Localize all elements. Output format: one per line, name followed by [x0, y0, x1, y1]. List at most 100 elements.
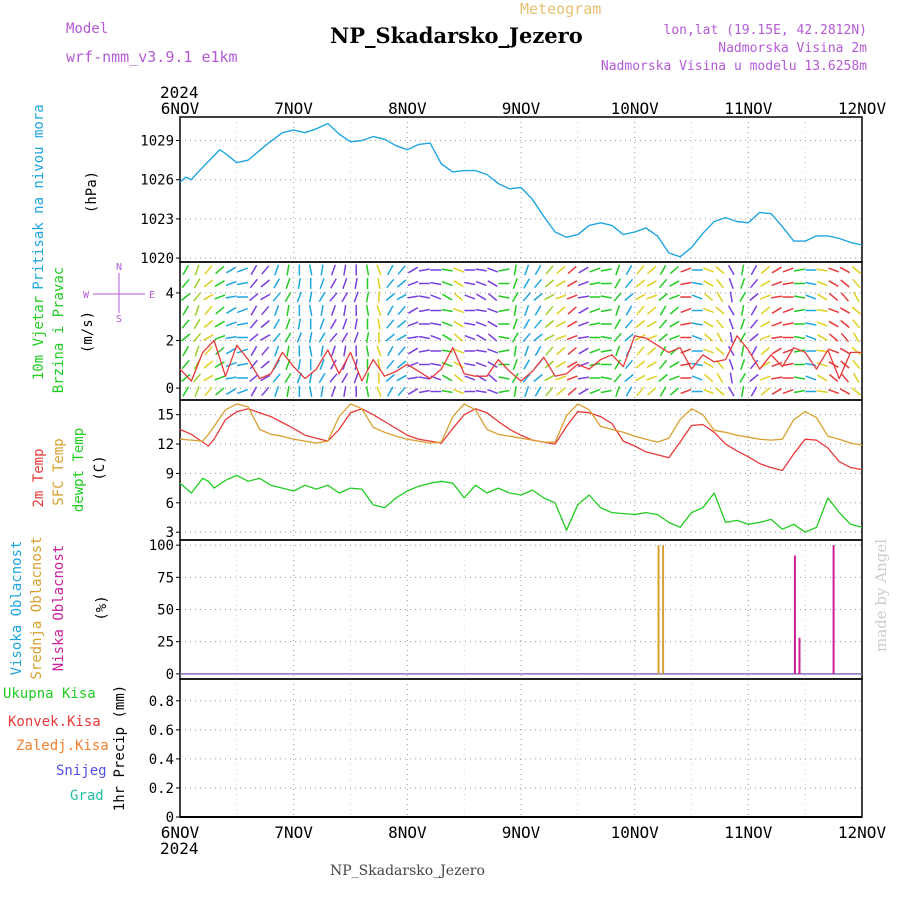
- wind-barb: [669, 306, 680, 315]
- wind-barb: [237, 267, 248, 273]
- wind-barb: [716, 291, 724, 303]
- wind-barb: [793, 389, 806, 394]
- wind-ytick-label: 2: [166, 334, 174, 350]
- wind-barb: [203, 279, 214, 288]
- wind-barb: [852, 372, 860, 384]
- precip-ytick-label: 0.4: [149, 752, 174, 768]
- wind-barb: [396, 319, 407, 329]
- wind-barb: [647, 346, 657, 356]
- wind-barb: [182, 305, 190, 316]
- wind-barb: [852, 319, 861, 329]
- wind-barb: [487, 388, 499, 395]
- wind-barb: [194, 345, 200, 357]
- xtick-label-bottom: 7NOV: [274, 823, 313, 842]
- cloud-ytick-label: 25: [157, 635, 174, 651]
- wind-barb: [386, 305, 394, 316]
- sfc-temp-line: [179, 403, 863, 446]
- wind-barb: [376, 305, 382, 316]
- wind-barb: [646, 320, 657, 328]
- wind-barb: [680, 322, 692, 326]
- wind-barb: [365, 291, 370, 303]
- wind-barb: [669, 387, 680, 396]
- wind-barb: [354, 277, 358, 290]
- wind-barb: [589, 307, 601, 314]
- wind-barb: [354, 358, 358, 371]
- wind-barb: [236, 281, 249, 286]
- wind-barb: [771, 388, 782, 395]
- wind-barb: [840, 292, 850, 302]
- wind-barb: [805, 375, 817, 381]
- wind-barb: [691, 322, 703, 326]
- wind-barb: [181, 292, 191, 302]
- wind-barb: [308, 264, 313, 276]
- wind-barb: [226, 266, 237, 274]
- wind-barb: [204, 386, 213, 397]
- wind-barb: [260, 374, 271, 382]
- wind-barb: [771, 335, 783, 340]
- precip-ytick-label: 0.2: [149, 781, 174, 797]
- wind-barb: [782, 348, 794, 354]
- temperature-ytick-label: 12: [157, 437, 174, 453]
- panels-group: 1020 1023 1026 1029 0 2 4 3 6 9 12 15 0 25 50 75 100 0 0.2…: [140, 99, 886, 842]
- wind-barb: [194, 264, 200, 276]
- wind-barb: [214, 320, 225, 328]
- wind-barb: [261, 346, 270, 356]
- wind-barb: [703, 267, 714, 273]
- wind-barb: [498, 268, 510, 272]
- wind-barb: [816, 268, 828, 272]
- wind-barb: [343, 264, 347, 276]
- wind-barb: [397, 346, 406, 356]
- wind-barb: [464, 362, 476, 367]
- wind-barb: [669, 280, 680, 287]
- wind-barb: [793, 295, 806, 299]
- pressure-unit-label: (hPa): [84, 171, 100, 213]
- wind-barb: [498, 376, 510, 380]
- wind-barb: [556, 387, 566, 396]
- wind-barb: [739, 291, 747, 303]
- wind-barb: [522, 332, 531, 343]
- wind-barb: [703, 333, 714, 342]
- precip-frz-label: Zaledj.Kisa: [16, 738, 109, 754]
- wind-barb: [318, 291, 326, 303]
- wind-barb: [760, 265, 771, 275]
- wind-barb: [204, 346, 213, 356]
- wind-barb: [329, 373, 338, 383]
- wind-barb: [376, 386, 382, 397]
- wind-barb: [613, 292, 622, 302]
- wind-barb: [464, 281, 476, 286]
- wind-barb: [659, 386, 667, 397]
- wind-barb: [589, 322, 601, 326]
- wind-barb: [385, 373, 395, 383]
- precip-snow-label: Snijeg: [56, 763, 107, 779]
- wind-barb: [453, 388, 464, 395]
- wind-barb: [511, 372, 519, 384]
- xtick-label-top: 10NOV: [611, 99, 660, 118]
- wind-barb: [342, 318, 348, 330]
- wind-barb: [703, 348, 714, 354]
- cloud-low-side-label: Niska Oblacnost: [51, 545, 67, 671]
- wind-barb: [614, 318, 622, 330]
- wind-barb: [376, 264, 382, 276]
- wind-barb: [646, 294, 658, 300]
- wind-barb: [464, 334, 476, 341]
- wind-barb: [600, 295, 612, 299]
- wind-barb: [273, 318, 281, 330]
- wind-barb: [418, 349, 430, 353]
- wind-barb: [771, 307, 782, 314]
- wind-barb: [782, 362, 794, 367]
- wind-barb: [750, 264, 758, 276]
- wind-side-label-1: 10m Vjetar: [31, 296, 47, 380]
- wind-barb: [544, 293, 555, 301]
- wind-barb: [624, 373, 634, 383]
- wind-barb: [204, 305, 213, 316]
- wind-barb: [226, 307, 237, 314]
- wind-barb: [669, 294, 680, 300]
- wind-barb: [226, 388, 237, 395]
- wind-barb: [273, 278, 281, 289]
- wind-barb: [522, 292, 531, 302]
- wind-barb: [839, 266, 851, 274]
- precip-total-label: Ukupna Kisa: [3, 686, 96, 702]
- wind-barb: [740, 359, 746, 370]
- wind-barb: [407, 321, 419, 327]
- wind-barb: [296, 291, 303, 303]
